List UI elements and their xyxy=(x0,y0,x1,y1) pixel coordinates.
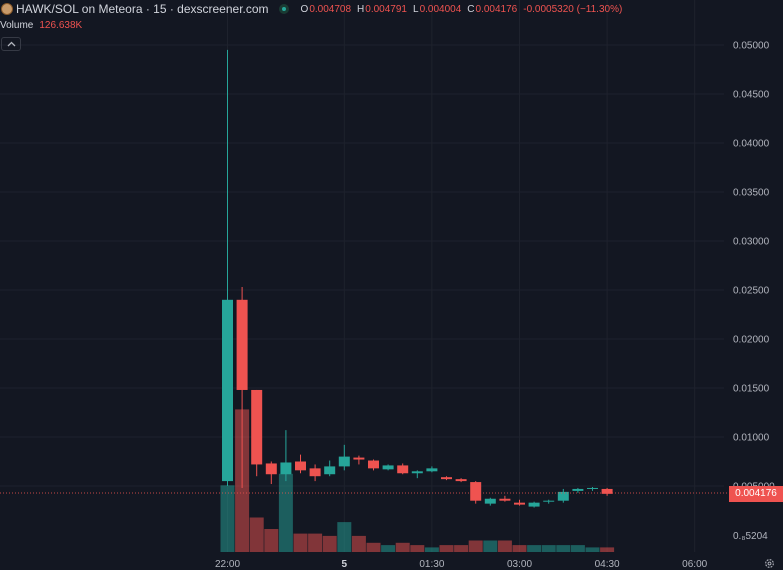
price-tick-label: 0.03000 xyxy=(733,237,770,248)
volume-bar xyxy=(293,533,308,552)
live-status-icon xyxy=(278,4,289,14)
last-price-badge: 0.004176 xyxy=(729,486,783,502)
volume-bar xyxy=(278,473,293,552)
candle-body xyxy=(265,463,277,475)
volume-bar xyxy=(585,547,600,552)
price-tick-label: 0.02500 xyxy=(733,286,770,297)
candle-body xyxy=(441,477,452,480)
ohlc-key: L xyxy=(413,3,419,15)
price-tick-label: 0.₈5204 xyxy=(733,531,768,542)
price-tick-label: 0.01500 xyxy=(733,384,770,395)
time-tick-label: 04:30 xyxy=(595,559,620,570)
volume-bar xyxy=(512,545,527,552)
volume-bar xyxy=(541,545,556,552)
candle-body xyxy=(368,460,379,469)
candle-body xyxy=(528,502,540,507)
candle-body xyxy=(295,461,306,471)
candle-body xyxy=(499,498,511,501)
price-tick-label: 0.04500 xyxy=(733,90,770,101)
volume-bar xyxy=(570,545,585,552)
price-tick-label: 0.04000 xyxy=(733,139,770,150)
candle-body xyxy=(426,468,438,472)
candle-body xyxy=(514,502,525,505)
candle-body xyxy=(572,488,584,491)
chevron-up-icon xyxy=(7,41,15,47)
price-tick-label: 0.03500 xyxy=(733,188,770,199)
time-tick-label: 01:30 xyxy=(419,559,444,570)
candle-body xyxy=(236,299,248,390)
volume-bar xyxy=(497,540,512,552)
time-tick-label: 5 xyxy=(342,559,348,570)
time-tick-label: 06:00 xyxy=(682,559,707,570)
volume-bar xyxy=(337,522,352,552)
volume-bar xyxy=(468,540,483,552)
collapse-legend-button[interactable] xyxy=(1,37,21,51)
price-tick-label: 0.05000 xyxy=(733,41,770,52)
volume-bar xyxy=(556,545,571,552)
candle-body xyxy=(280,462,292,475)
chart-legend: HAWK/SOL on Meteora · 15 · dexscreener.c… xyxy=(0,0,628,18)
candle-body xyxy=(543,500,555,502)
volume-value: 126.638K xyxy=(39,20,83,31)
candle-body xyxy=(382,465,394,470)
ohlc-key: C xyxy=(467,3,475,15)
candle-body xyxy=(222,299,233,482)
candle-body xyxy=(484,498,496,504)
volume-bar xyxy=(264,529,279,552)
time-tick-label: 03:00 xyxy=(507,559,532,570)
volume-bar xyxy=(600,547,615,552)
volume-bar xyxy=(366,542,381,552)
volume-bar xyxy=(527,545,542,552)
price-tick-label: 0.01000 xyxy=(733,433,770,444)
token-avatar xyxy=(1,3,13,15)
candle-body xyxy=(309,468,321,477)
ohlc-value: 0.004708 xyxy=(309,3,352,15)
ohlc-value: 0.004004 xyxy=(419,3,462,15)
ohlc-value: 0.004791 xyxy=(365,3,407,15)
volume-bar xyxy=(410,545,425,552)
volume-bar xyxy=(381,545,396,552)
ohlc-key: O xyxy=(300,3,309,15)
volume-bar xyxy=(351,535,366,552)
candle-body xyxy=(601,488,613,494)
candle-body xyxy=(587,487,598,489)
volume-bar xyxy=(483,540,498,552)
candle-body xyxy=(470,482,482,501)
volume-bar xyxy=(439,545,454,552)
volume-bar xyxy=(454,545,469,552)
candle-body xyxy=(455,479,467,482)
volume-legend: Volume 126.638K xyxy=(0,20,82,31)
volume-bar xyxy=(395,542,410,552)
candle-body xyxy=(557,491,569,501)
candle-body xyxy=(251,389,263,465)
candle-body xyxy=(353,457,365,460)
candle-body xyxy=(411,471,423,474)
candle-body xyxy=(324,466,336,475)
volume-bar xyxy=(424,547,439,552)
volume-label: Volume xyxy=(0,20,34,31)
volume-bar xyxy=(308,533,323,552)
ohlc-value: 0.004176 xyxy=(475,3,518,15)
price-change: -0.0005320 (−11.30%) xyxy=(523,3,623,15)
candle-body xyxy=(338,456,350,467)
price-tick-label: 0.02000 xyxy=(733,335,770,346)
time-tick-label: 22:00 xyxy=(215,559,240,570)
gear-icon[interactable] xyxy=(764,558,775,569)
ohlc-key: H xyxy=(357,3,365,15)
candle-body xyxy=(397,465,409,474)
volume-bar xyxy=(249,517,264,552)
volume-bar xyxy=(322,535,337,552)
symbol-title[interactable]: HAWK/SOL on Meteora · 15 · dexscreener.c… xyxy=(16,2,269,16)
volume-bar xyxy=(220,485,235,552)
